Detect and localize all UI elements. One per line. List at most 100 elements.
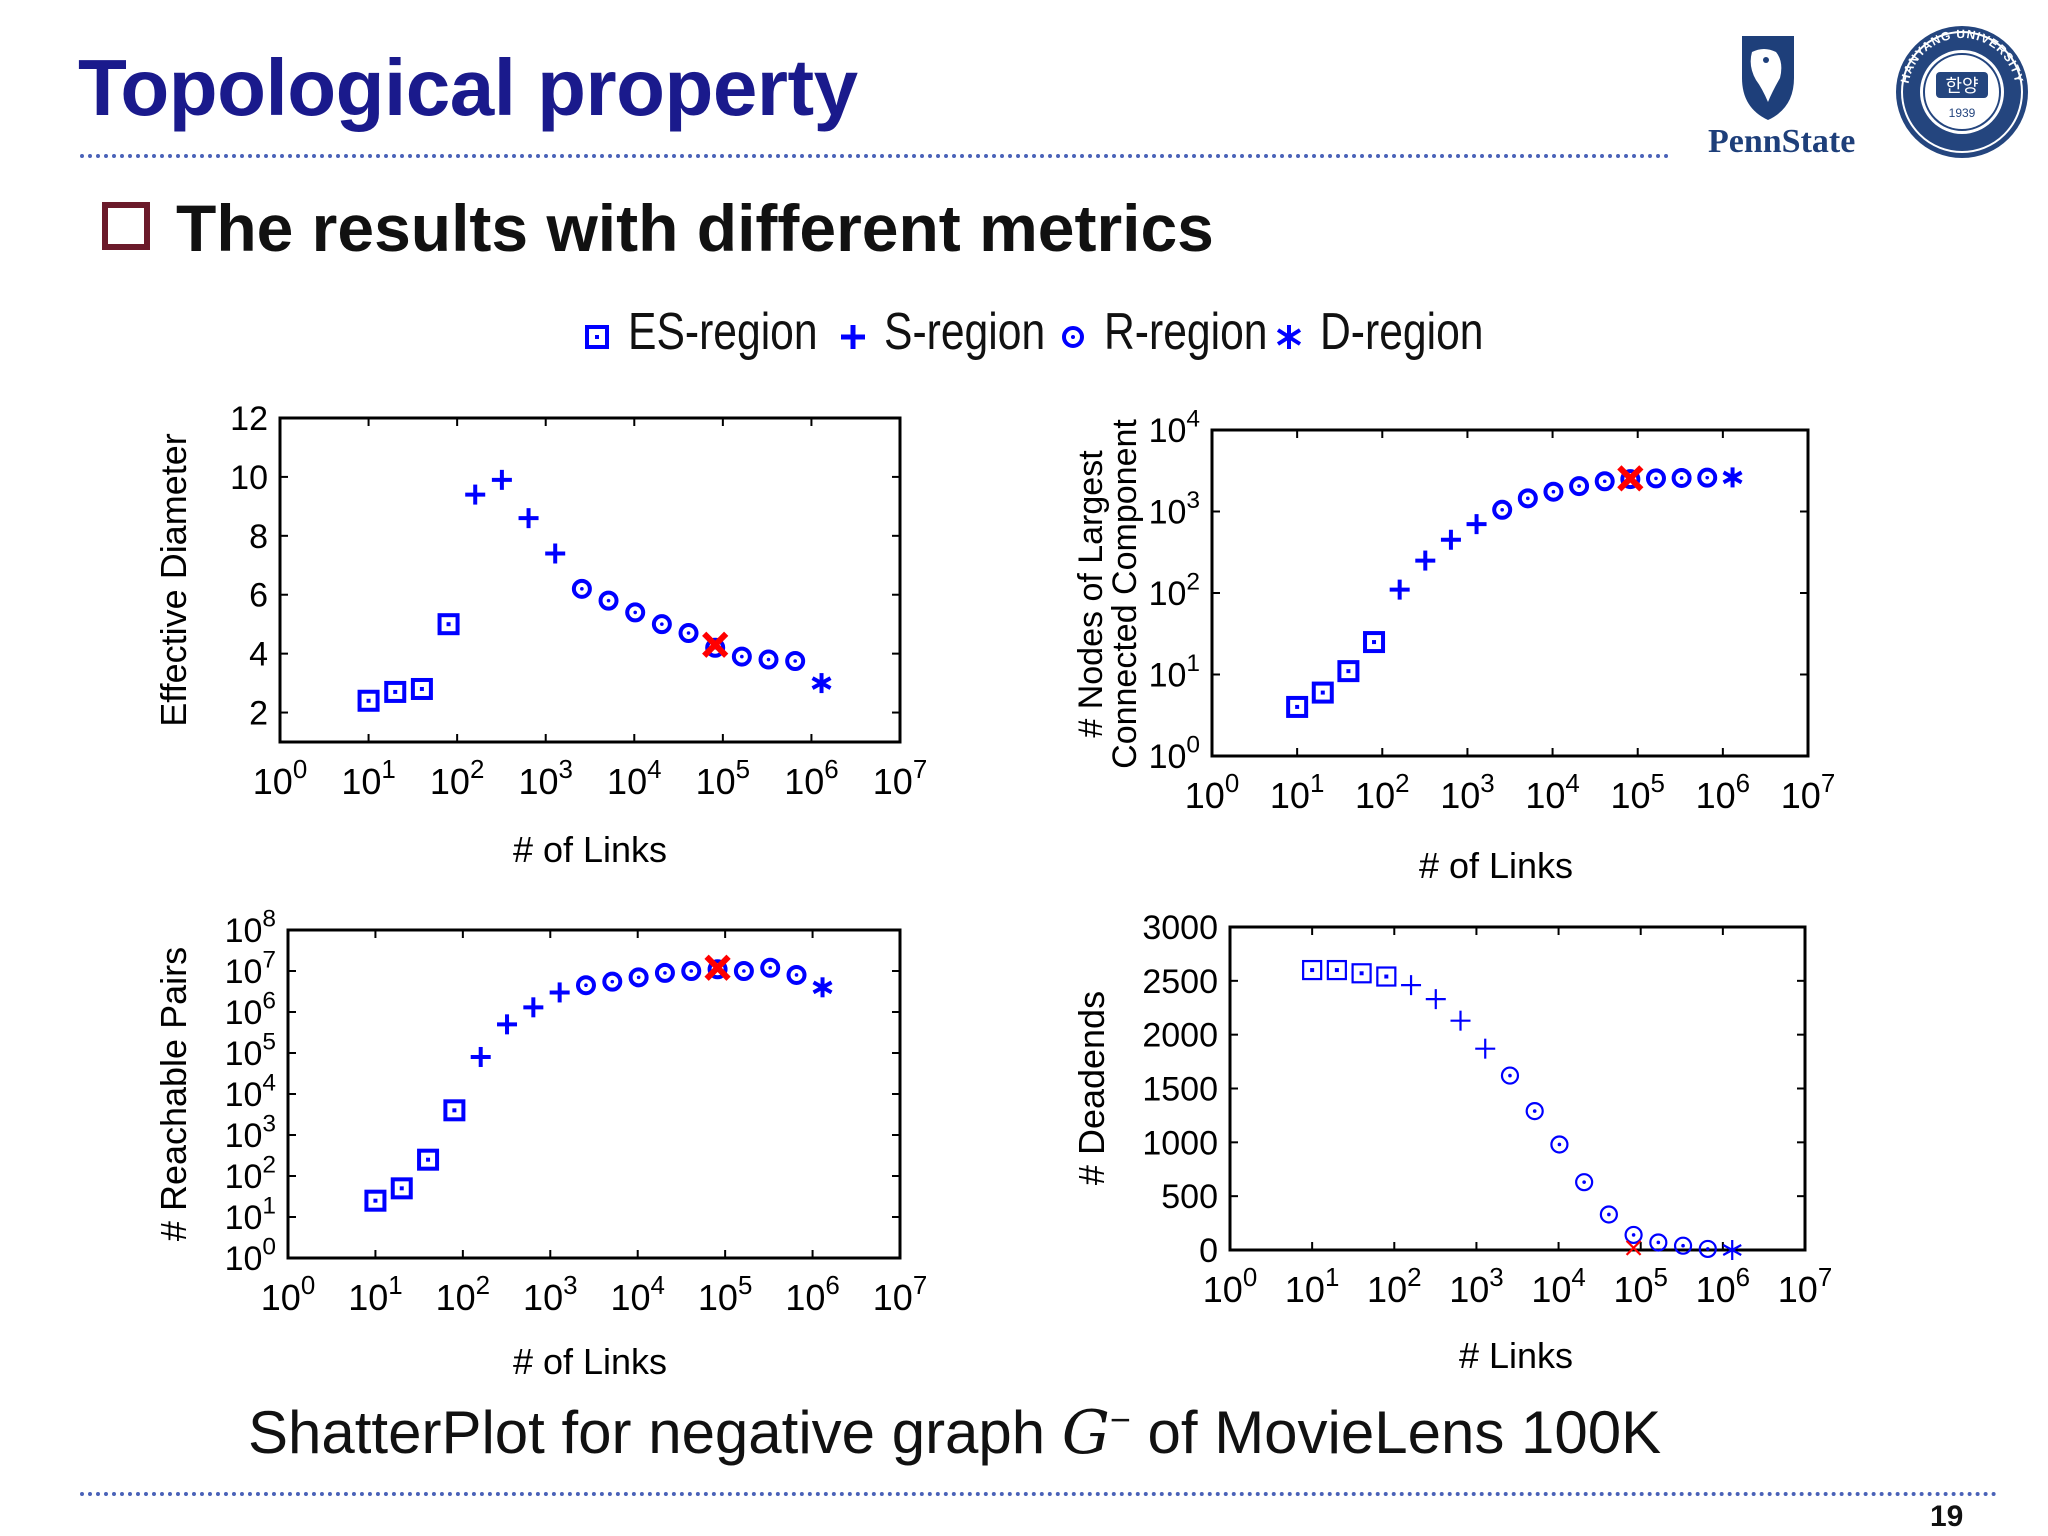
data-point [1569,476,1590,497]
data-point-dot [1551,489,1556,494]
x-tick-label: 105 [698,1272,752,1318]
data-point [1286,695,1309,718]
data-point [1697,467,1718,488]
x-tick-label: 100 [261,1272,315,1318]
series-r-region [571,578,806,671]
hanyang-center-text: 한양 [1945,76,1978,97]
data-point [705,637,726,658]
data-point [651,614,672,635]
y-tick-label: 6 [249,577,268,615]
data-point [1594,471,1615,492]
data-point-dot [1508,1073,1512,1078]
data-point-dot [606,598,611,603]
data-point [1525,1102,1544,1121]
series-es-region [357,613,460,712]
data-point-dot [686,631,691,635]
data-point [1722,1240,1742,1260]
data-point [1624,1225,1643,1245]
data-point [1401,975,1422,996]
y-tick-label: 2000 [1142,1017,1218,1055]
x-tick-label: 100 [1203,1264,1257,1310]
series-d-region [1722,1240,1742,1260]
x-tick-label: 105 [696,756,750,802]
caption-superscript: − [1109,1399,1131,1440]
data-point [1311,681,1334,704]
data-point-dot [373,1198,378,1203]
data-point-dot [1295,704,1300,709]
data-point [491,469,512,490]
series-s-region [465,469,566,564]
caption-math-symbol: G [1061,1398,1110,1468]
data-point-dot [1359,971,1364,976]
data-point [1425,989,1446,1010]
data-point-dot [1500,507,1504,512]
x-axis-label: # of Links [513,829,667,870]
y-tick-label: 104 [225,1070,276,1114]
data-point-dot [580,587,584,591]
pennstate-text: PennState [1708,123,1855,160]
y-tick-label: 2 [249,695,268,733]
y-tick-label: 4 [249,636,268,674]
data-point [811,673,832,694]
data-point-dot [1602,479,1607,484]
series-r-region [575,957,807,996]
data-point [1671,467,1692,488]
y-tick-label: 107 [225,947,276,991]
x-tick-label: 102 [1355,770,1409,816]
data-point-dot [452,1108,457,1113]
data-point-dot [660,622,664,626]
caption-suffix: of MovieLens 100K [1130,1399,1662,1466]
data-point-dot [393,689,398,694]
data-point-dot [366,698,371,703]
y-tick-label: 100 [1149,732,1200,776]
data-point-dot [689,969,694,973]
legend-asterisk-marker-icon [1276,325,1302,349]
data-point-dot [768,965,773,970]
data-point [518,508,539,529]
data-point-dot [1705,475,1710,480]
y-tick-label: 101 [225,1193,276,1237]
data-point [1302,959,1323,981]
data-point [1649,1233,1668,1252]
x-tick-label: 107 [873,1272,927,1318]
x-axis-label: # of Links [1419,845,1573,886]
y-tick-label: 2500 [1142,963,1218,1001]
data-point [549,982,570,1003]
y-tick-label: 103 [1149,487,1200,531]
x-tick-label: 106 [784,756,838,802]
data-point [1673,1236,1693,1255]
y-axis-label: # Nodes of Largest [1072,450,1110,738]
data-point-dot [1310,968,1315,973]
data-point [1466,514,1487,535]
data-point [1599,1205,1618,1224]
plot-frame [278,416,902,744]
x-tick-label: 106 [785,1272,839,1318]
data-point [678,623,699,644]
y-tick-label: 101 [1149,650,1200,694]
data-point [443,1099,466,1122]
data-point-dot [1334,968,1339,973]
x-tick-label: 106 [1696,770,1750,816]
critical-point-marker [704,954,731,981]
x-tick-label: 107 [1781,770,1835,816]
data-point [545,543,566,564]
data-point-dot [1607,1212,1611,1217]
footer-divider [80,1492,1998,1496]
data-point [1620,469,1641,490]
y-axis-label: # Reachable Pairs [153,947,194,1241]
data-point-dot [1557,1142,1562,1147]
data-point [707,959,728,980]
data-point [417,1148,440,1171]
page-number: 19 [1930,1500,1964,1533]
legend-plus-marker-icon [841,325,865,349]
y-tick-label: 3000 [1142,909,1218,947]
data-point-dot [663,971,667,975]
logo-group: PennState 한양 1939 HANYANG UNIVERSITY [1708,26,2028,160]
data-point [1517,488,1538,509]
y-tick-label: 103 [225,1111,276,1155]
y-tick-label: 102 [225,1152,276,1196]
data-point-dot [426,1157,431,1162]
data-point [384,680,407,703]
data-point [785,651,806,671]
